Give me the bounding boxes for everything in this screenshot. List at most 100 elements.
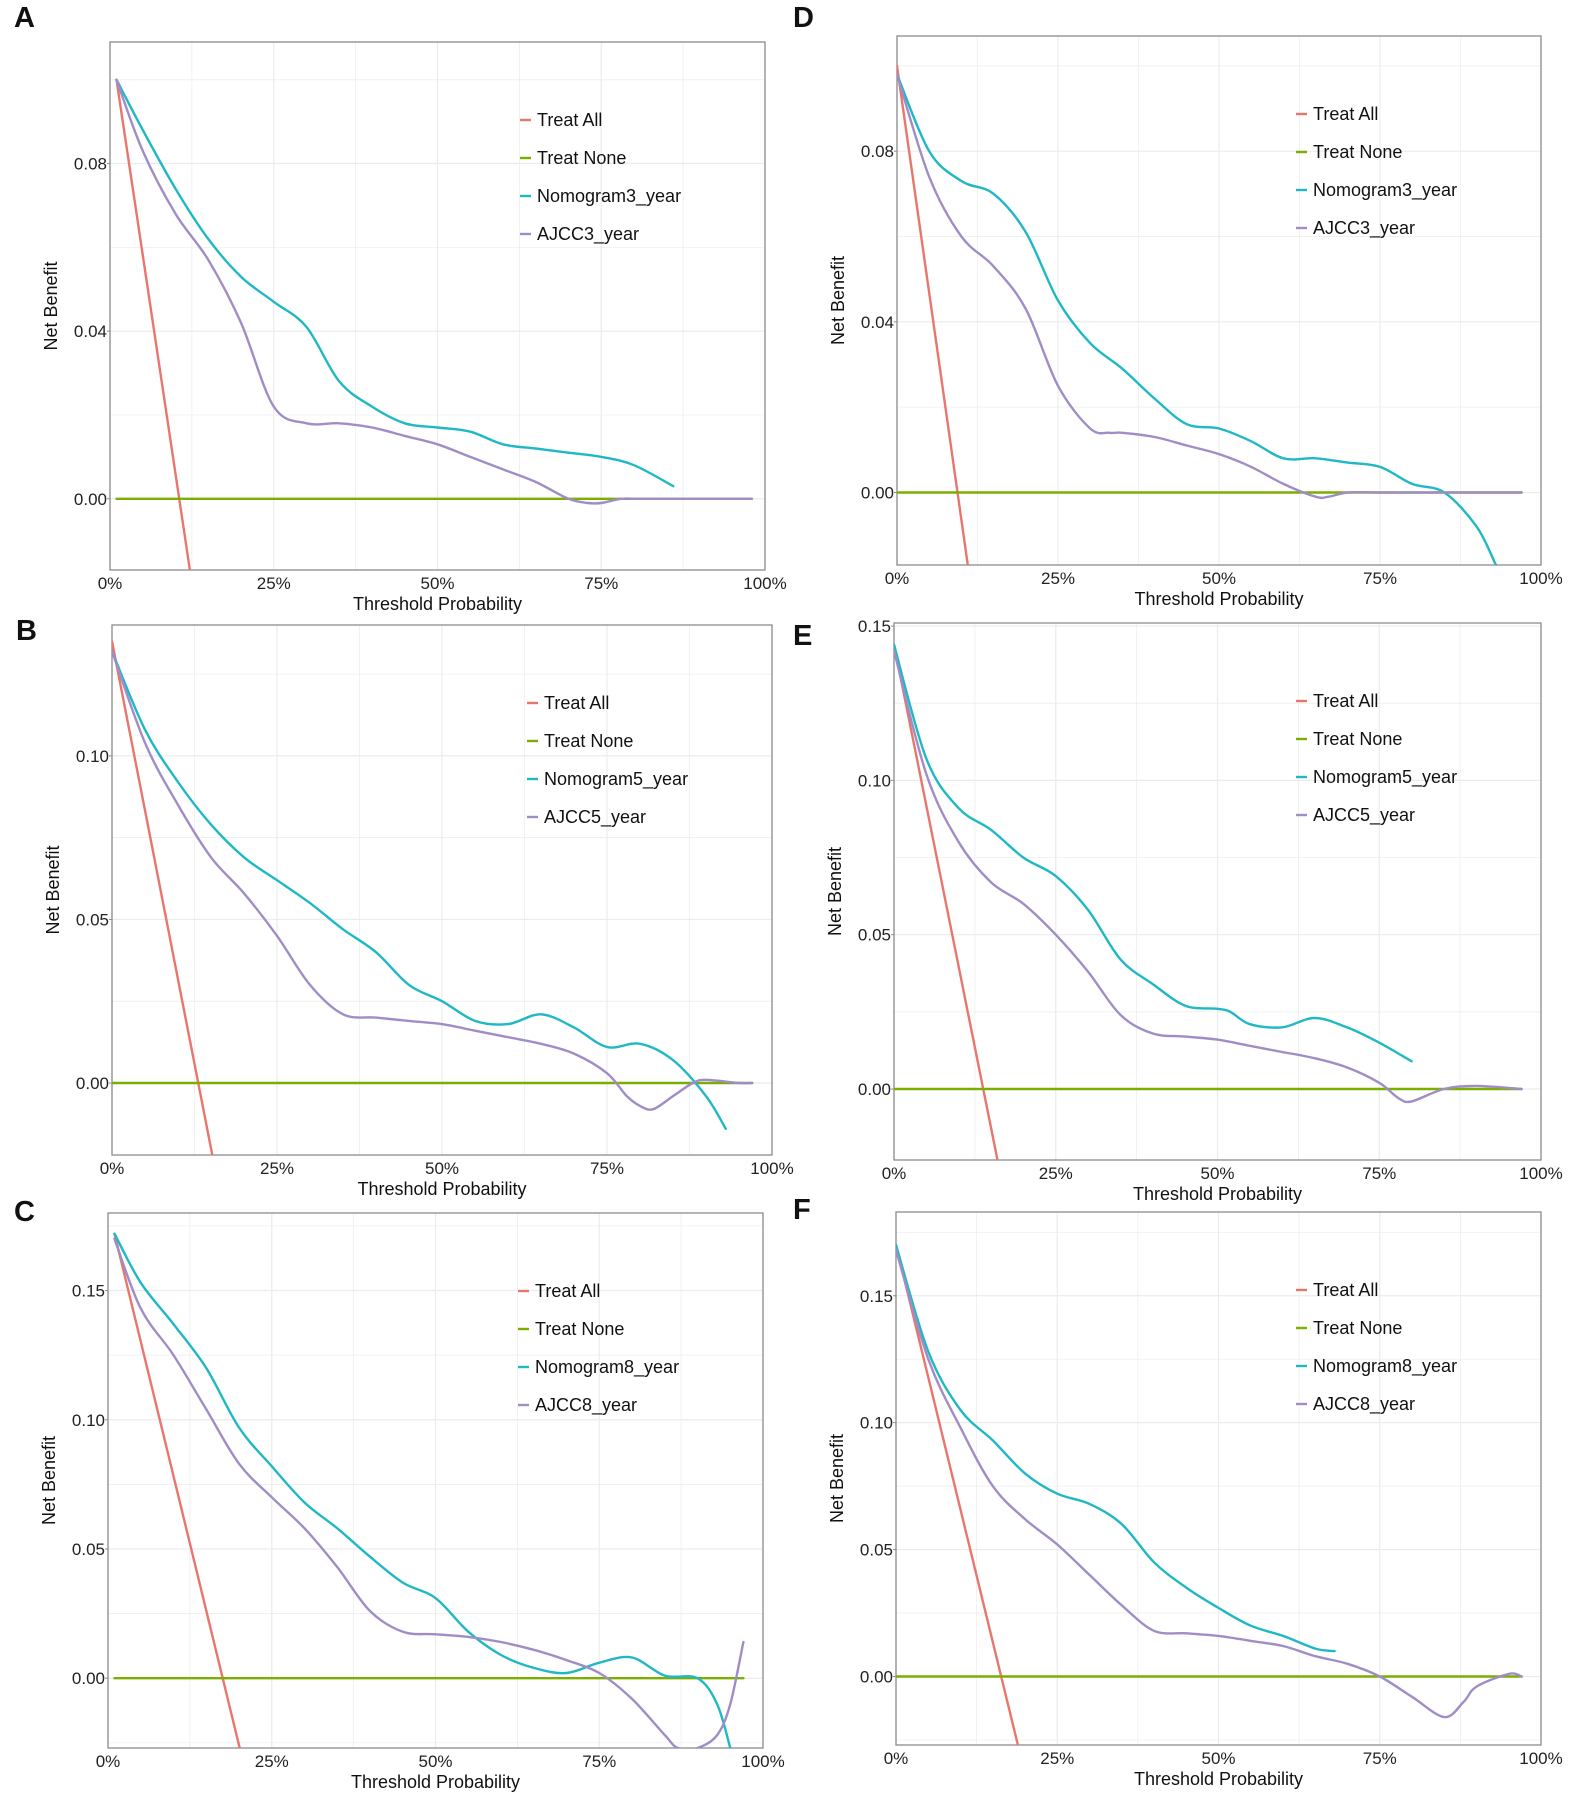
y-axis-title: Net Benefit: [43, 845, 63, 934]
x-tick-label: 50%: [418, 1752, 452, 1771]
plot-frame: [896, 35, 1542, 566]
legend: Treat All Treat None Nomogram3_year AJCC3_y…: [1296, 104, 1457, 239]
x-tick-label: 25%: [1039, 1164, 1073, 1183]
x-tick-label: 25%: [1040, 1749, 1074, 1768]
y-axis-title: Net Benefit: [827, 1434, 847, 1523]
x-tick-label: 100%: [1519, 569, 1562, 588]
legend: Treat All Treat None Nomogram3_year AJCC3_y…: [520, 110, 681, 245]
legend-label: Treat None: [1313, 1318, 1402, 1338]
legend-label: AJCC8_year: [1313, 1394, 1415, 1415]
y-tick-label: 0.10: [858, 771, 891, 790]
x-tick-label: 25%: [260, 1159, 294, 1178]
panel-letter-c: C: [14, 1196, 35, 1228]
legend-label: AJCC5_year: [1313, 805, 1415, 826]
series-line-ajcc: [113, 1237, 745, 1748]
series-line-nomogram: [115, 78, 675, 488]
x-tick-label: 100%: [743, 574, 786, 593]
series-line-treat-all: [896, 1243, 1020, 1745]
legend: Treat All Treat None Nomogram5_year AJCC5_y…: [1296, 691, 1457, 826]
y-tick-label: 0.15: [72, 1282, 105, 1301]
y-tick-label: 0.05: [858, 926, 891, 945]
x-tick-label: 25%: [1041, 569, 1075, 588]
y-tick-label: 0.00: [74, 490, 107, 509]
y-tick-label: 0.10: [860, 1414, 893, 1433]
legend-label: Nomogram3_year: [537, 186, 681, 207]
y-tick-label: 0.00: [76, 1074, 109, 1093]
plot-frame: [893, 622, 1542, 1161]
x-tick-label: 75%: [582, 1752, 616, 1771]
y-tick-label: 0.10: [76, 747, 109, 766]
series-line-ajcc: [896, 1248, 1523, 1719]
x-tick-label: 50%: [420, 574, 454, 593]
x-tick-label: 0%: [100, 1159, 125, 1178]
series-line-nomogram: [894, 643, 1413, 1063]
series-line-nomogram: [896, 1243, 1336, 1653]
panel-letter-f: F: [793, 1194, 811, 1226]
series-line-treat-all: [115, 78, 192, 570]
legend-label: Nomogram8_year: [535, 1357, 679, 1378]
y-tick-label: 0.00: [861, 483, 894, 502]
series-group: [112, 640, 754, 1155]
legend: Treat All Treat None Nomogram8_year AJCC8_y…: [1296, 1280, 1457, 1415]
legend-label: Treat All: [535, 1281, 600, 1301]
legend-label: Nomogram3_year: [1313, 180, 1457, 201]
legend-label: Treat None: [1313, 729, 1402, 749]
gridlines: [896, 36, 1542, 565]
panel-letter-b: B: [16, 615, 37, 647]
y-tick-label: 0.00: [860, 1667, 893, 1686]
plot-frame: [107, 1212, 764, 1749]
y-axis-title: Net Benefit: [825, 847, 845, 936]
series-line-ajcc: [112, 650, 754, 1111]
y-tick-label: 0.04: [861, 313, 894, 332]
legend-label: AJCC3_year: [537, 224, 639, 245]
x-tick-label: 100%: [750, 1159, 793, 1178]
y-axis-title: Net Benefit: [39, 1436, 59, 1525]
x-tick-label: 100%: [1519, 1164, 1562, 1183]
panel-letter-e: E: [793, 620, 813, 652]
y-tick-label: 0.10: [72, 1411, 105, 1430]
legend-label: AJCC8_year: [535, 1395, 637, 1416]
x-tick-label: 75%: [584, 574, 618, 593]
x-tick-label: 50%: [1200, 1164, 1234, 1183]
legend-label: Treat All: [544, 693, 609, 713]
x-tick-label: 75%: [1362, 1164, 1396, 1183]
x-axis-title: Threshold Probability: [353, 594, 522, 614]
series-group: [897, 64, 1523, 565]
legend-label: Nomogram8_year: [1313, 1356, 1457, 1377]
series-group: [894, 643, 1523, 1160]
x-tick-label: 0%: [884, 1749, 909, 1768]
x-axis-title: Threshold Probability: [1134, 1769, 1303, 1789]
plot-frame: [111, 624, 773, 1156]
gridlines: [107, 1213, 764, 1748]
legend: Treat All Treat None Nomogram8_year AJCC8_y…: [518, 1281, 679, 1416]
y-tick-label: 0.15: [858, 617, 891, 636]
y-tick-label: 0.05: [860, 1541, 893, 1560]
x-tick-label: 0%: [885, 569, 910, 588]
legend-label: Treat None: [1313, 142, 1402, 162]
series-group: [113, 1232, 745, 1748]
series-line-nomogram: [897, 73, 1498, 565]
x-tick-label: 50%: [425, 1159, 459, 1178]
series-line-treat-all: [113, 1232, 241, 1748]
panel-letter-d: D: [793, 2, 814, 34]
x-tick-label: 100%: [741, 1752, 784, 1771]
x-tick-label: 0%: [96, 1752, 121, 1771]
legend-label: Nomogram5_year: [1313, 767, 1457, 788]
series-line-treat-all: [897, 64, 969, 565]
y-axis-title: Net Benefit: [41, 261, 61, 350]
legend-label: Treat All: [537, 110, 602, 130]
series-group: [115, 78, 754, 570]
x-axis-title: Threshold Probability: [1134, 589, 1303, 609]
legend-label: AJCC3_year: [1313, 218, 1415, 239]
legend: Treat All Treat None Nomogram5_year AJCC5_y…: [527, 693, 688, 828]
x-axis-title: Threshold Probability: [1133, 1184, 1302, 1204]
gridlines: [893, 623, 1542, 1160]
y-tick-label: 0.08: [74, 155, 107, 174]
x-tick-label: 0%: [98, 574, 123, 593]
x-tick-label: 100%: [1519, 1749, 1562, 1768]
